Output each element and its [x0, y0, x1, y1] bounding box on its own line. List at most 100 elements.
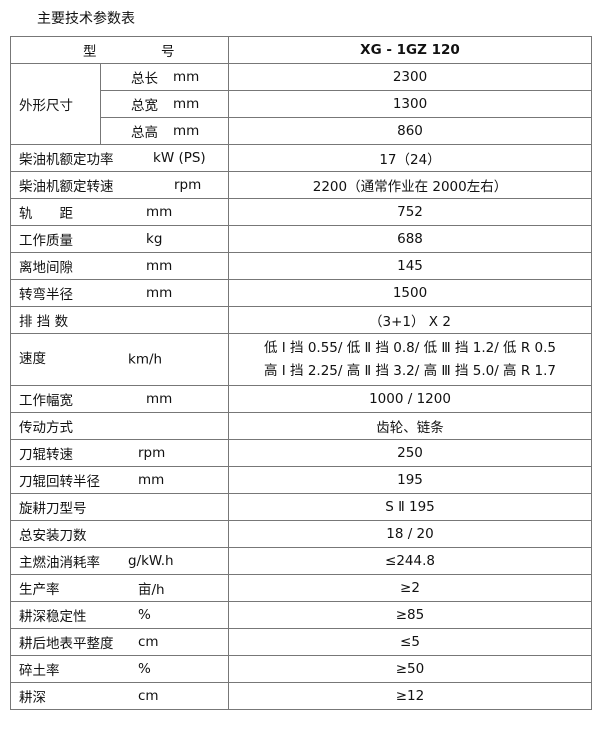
spec-name: 主燃油消耗率: [19, 555, 100, 571]
dim-name: 总宽: [131, 98, 158, 114]
spec-value-line: 低 Ⅰ 挡 0.55/ 低 Ⅱ 挡 0.8/ 低 Ⅲ 挡 1.2/ 低 R 0.…: [263, 339, 556, 356]
dimension-label: 总高 mm: [100, 117, 229, 145]
spec-label: 转弯半径 mm: [10, 279, 229, 307]
spec-value-line: 250: [397, 445, 423, 461]
spec-unit: mm: [138, 472, 165, 488]
spec-name: 柴油机额定转速: [19, 179, 114, 195]
page-title: 主要技术参数表: [37, 11, 135, 27]
spec-row: 工作幅宽 mm 1000 / 1200: [10, 385, 592, 413]
spec-label: 耕深 cm: [10, 682, 229, 710]
spec-unit: mm: [146, 258, 173, 274]
spec-value: 195: [228, 466, 592, 494]
spec-name: 生产率: [19, 582, 60, 598]
spec-label: 轨 距 mm: [10, 198, 229, 226]
spec-value: 齿轮、链条: [228, 412, 592, 440]
spec-row: 离地间隙 mm 145: [10, 252, 592, 280]
spec-row: 柴油机额定转速 rpm 2200（通常作业在 2000左右）: [10, 171, 592, 199]
spec-value: ≥2: [228, 574, 592, 602]
model-label: 型 号: [10, 36, 229, 64]
spec-name: 转弯半径: [19, 287, 73, 303]
spec-row: 刀辊回转半径 mm 195: [10, 466, 592, 494]
spec-name: 排 挡 数: [19, 314, 69, 330]
spec-label: 生产率 亩/h: [10, 574, 229, 602]
spec-value-line: （3+1） X 2: [369, 314, 451, 330]
spec-row: 刀辊转速 rpm 250: [10, 439, 592, 467]
model-value: XG - 1GZ 120: [228, 36, 592, 64]
spec-row: 速度 km/h 低 Ⅰ 挡 0.55/ 低 Ⅱ 挡 0.8/ 低 Ⅲ 挡 1.2/ …: [10, 333, 592, 386]
spec-value: 250: [228, 439, 592, 467]
spec-name: 刀辊回转半径: [19, 474, 100, 490]
spec-row: 旋耕刀型号 S Ⅱ 195: [10, 493, 592, 521]
model-label-left: 型: [83, 44, 97, 60]
dimension-value: 1300: [228, 90, 592, 118]
spec-name: 耕后地表平整度: [19, 636, 114, 652]
spec-name: 总安装刀数: [19, 528, 87, 544]
spec-value: 145: [228, 252, 592, 280]
dimension-label: 总宽 mm: [100, 90, 229, 118]
spec-unit: kW (PS): [153, 150, 206, 166]
spec-row: 柴油机额定功率 kW (PS) 17（24）: [10, 144, 592, 172]
spec-value-line: 17（24）: [379, 152, 441, 168]
spec-value-line: ≤244.8: [385, 553, 435, 569]
spec-value-line: 1000 / 1200: [369, 391, 451, 407]
spec-label: 刀辊转速 rpm: [10, 439, 229, 467]
spec-label: 总安装刀数: [10, 520, 229, 548]
spec-name: 传动方式: [19, 420, 73, 436]
spec-unit: %: [138, 607, 151, 623]
spec-row: 转弯半径 mm 1500: [10, 279, 592, 307]
dimension-value: 860: [228, 117, 592, 145]
spec-label: 刀辊回转半径 mm: [10, 466, 229, 494]
spec-value: ≥85: [228, 601, 592, 629]
spec-value-line: 齿轮、链条: [376, 420, 444, 436]
spec-row: 排 挡 数 （3+1） X 2: [10, 306, 592, 334]
spec-table: 型 号 XG - 1GZ 120 外形尺寸 总长 mm 2300 总宽 mm 130…: [10, 36, 592, 710]
spec-value-line: 1500: [392, 285, 428, 301]
spec-value-line: 145: [397, 258, 423, 274]
spec-value: ≥12: [228, 682, 592, 710]
spec-label: 碎土率%: [10, 655, 229, 683]
spec-unit: 亩/h: [138, 582, 165, 598]
spec-unit: cm: [138, 634, 159, 650]
dimension-row: 总高 mm 860: [11, 117, 592, 145]
spec-name: 碎土率: [19, 663, 60, 679]
dimension-value: 2300: [228, 63, 592, 91]
spec-value: ≤5: [228, 628, 592, 656]
dimension-label: 总长 mm: [100, 63, 229, 91]
spec-value: 688: [228, 225, 592, 253]
spec-value-line: ≥50: [395, 661, 425, 677]
spec-label: 排 挡 数: [10, 306, 229, 334]
header-row: 型 号 XG - 1GZ 120: [10, 36, 592, 64]
spec-value: ≥50: [228, 655, 592, 683]
dimension-row: 外形尺寸 总长 mm 2300: [10, 63, 592, 145]
spec-value-line: ≥85: [395, 607, 425, 623]
spec-unit: km/h: [128, 351, 163, 367]
spec-value: 752: [228, 198, 592, 226]
dimension-row: 总宽 mm 1300: [11, 90, 592, 118]
spec-label: 旋耕刀型号: [10, 493, 229, 521]
spec-name: 刀辊转速: [19, 447, 73, 463]
dim-unit: mm: [173, 69, 200, 85]
spec-label: 耕后地表平整度 cm: [10, 628, 229, 656]
spec-name: 轨 距: [19, 206, 73, 222]
model-label-right: 号: [161, 44, 175, 60]
spec-label: 柴油机额定功率 kW (PS): [10, 144, 229, 172]
spec-unit: kg: [146, 231, 163, 247]
spec-label: 工作幅宽 mm: [10, 385, 229, 413]
spec-row: 耕后地表平整度 cm ≤5: [10, 628, 592, 656]
spec-value-line: 高 Ⅰ 挡 2.25/ 高 Ⅱ 挡 3.2/ 高 Ⅲ 挡 5.0/ 高 R 1.…: [263, 362, 556, 379]
spec-label: 速度 km/h: [10, 333, 229, 386]
spec-row: 主燃油消耗率 g/kW.h ≤244.8: [10, 547, 592, 575]
spec-label: 离地间隙 mm: [10, 252, 229, 280]
spec-unit: cm: [138, 688, 159, 704]
spec-value: ≤244.8: [228, 547, 592, 575]
spec-name: 旋耕刀型号: [19, 501, 87, 517]
dim-name: 总高: [131, 125, 158, 141]
spec-name: 速度: [19, 351, 46, 367]
spec-value: 2200（通常作业在 2000左右）: [228, 171, 592, 199]
spec-row: 生产率 亩/h ≥2: [10, 574, 592, 602]
spec-value: 18 / 20: [228, 520, 592, 548]
spec-unit: %: [138, 661, 151, 677]
spec-label: 耕深稳定性%: [10, 601, 229, 629]
spec-value-line: ≤5: [400, 634, 420, 650]
spec-row: 轨 距 mm 752: [10, 198, 592, 226]
